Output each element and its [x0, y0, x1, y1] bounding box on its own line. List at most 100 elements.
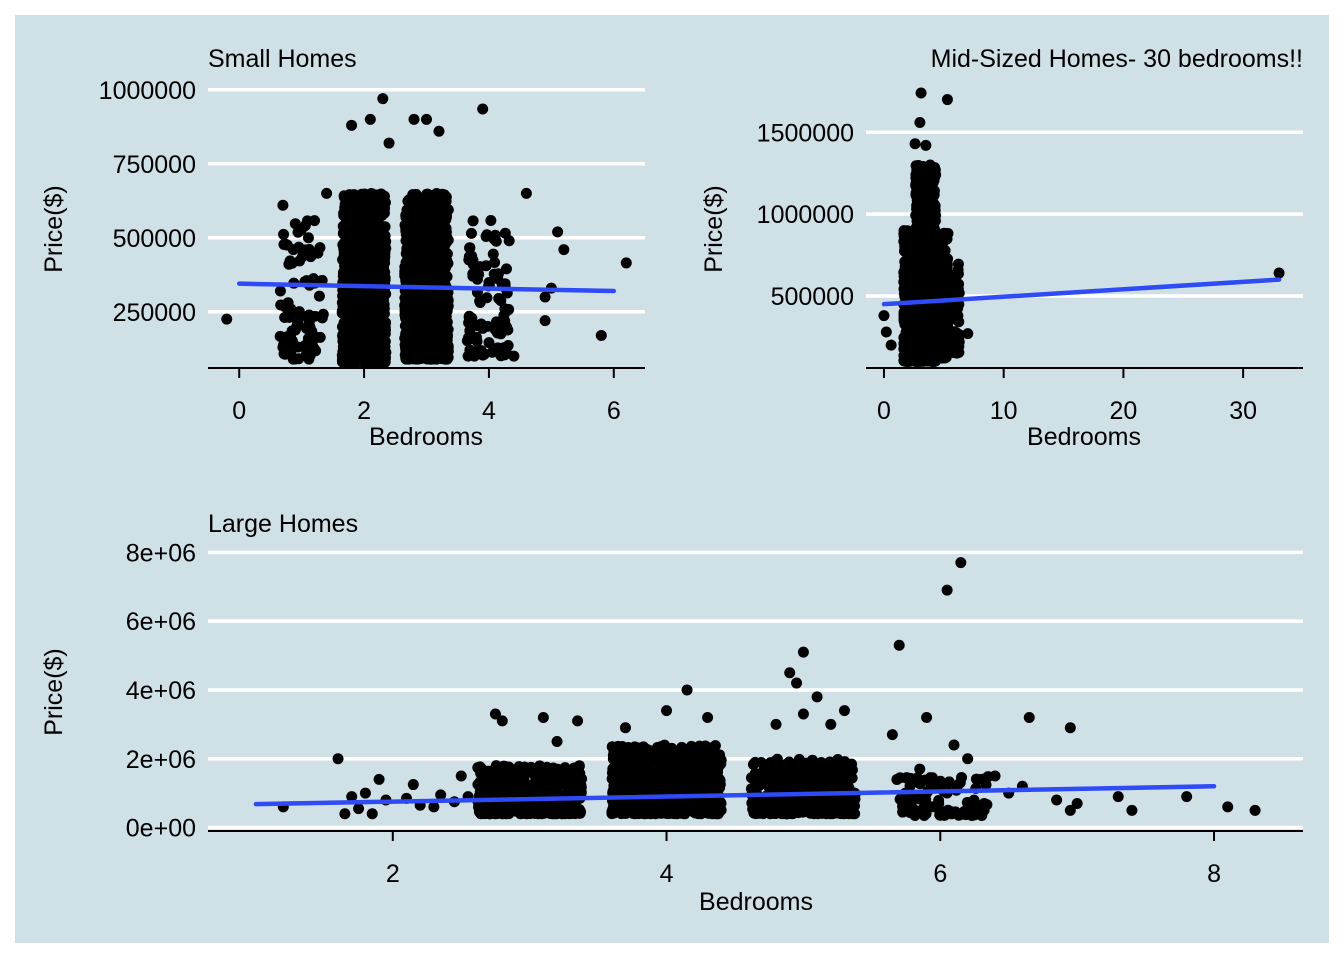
data-point [409, 114, 420, 125]
data-point [540, 291, 551, 302]
data-point [881, 326, 892, 337]
data-point [925, 160, 936, 171]
y-axis-label: Price($) [40, 185, 68, 273]
data-point [221, 314, 232, 325]
data-point [924, 253, 935, 264]
data-point [441, 354, 452, 365]
data-point [473, 801, 484, 812]
data-point [295, 311, 306, 322]
data-point [491, 236, 502, 247]
y-tick-label: 750000 [113, 151, 196, 179]
data-point [920, 140, 931, 151]
data-point [910, 138, 921, 149]
x-tick-label: 2 [357, 397, 371, 425]
data-point [552, 226, 563, 237]
data-point [358, 339, 369, 350]
data-point [493, 293, 504, 304]
data-point [340, 306, 351, 317]
data-point [518, 784, 529, 795]
data-point [347, 325, 358, 336]
data-point [953, 259, 964, 270]
y-tick-label: 6e+06 [126, 608, 196, 636]
data-point [466, 250, 477, 261]
y-tick-label: 1000000 [99, 77, 196, 105]
data-point [503, 304, 514, 315]
data-point [558, 244, 569, 255]
data-point [491, 808, 502, 819]
data-point [924, 304, 935, 315]
data-point [495, 350, 506, 361]
data-point [436, 307, 447, 318]
data-point [425, 352, 436, 363]
data-point [361, 212, 372, 223]
data-point [499, 324, 510, 335]
data-point [318, 309, 329, 320]
data-point [422, 336, 433, 347]
data-point [501, 263, 512, 274]
data-point [521, 188, 532, 199]
data-point [337, 254, 348, 265]
data-point [912, 242, 923, 253]
data-point [948, 274, 959, 285]
data-point [475, 780, 486, 791]
y-tick-label: 500000 [113, 225, 196, 253]
data-point [565, 774, 576, 785]
data-point [349, 298, 360, 309]
data-point [346, 261, 357, 272]
x-tick-label: 6 [607, 397, 621, 425]
data-point [321, 188, 332, 199]
data-point [559, 765, 570, 776]
data-point [500, 228, 511, 239]
data-point [403, 295, 414, 306]
data-point [464, 345, 475, 356]
data-point [275, 286, 286, 297]
data-point [575, 780, 586, 791]
data-point [481, 230, 492, 241]
data-point [935, 329, 946, 340]
y-tick-label: 4e+06 [126, 677, 196, 705]
data-point [913, 166, 924, 177]
y-tick-label: 500000 [771, 283, 854, 311]
data-point [278, 239, 289, 250]
data-point [314, 291, 325, 302]
data-point [878, 310, 889, 321]
y-tick-label: 250000 [113, 299, 196, 327]
data-point [911, 348, 922, 359]
data-point [365, 114, 376, 125]
x-axis-label: Bedrooms [699, 888, 813, 916]
data-point [464, 325, 475, 336]
data-point [429, 298, 440, 309]
data-point [368, 240, 379, 251]
data-point [423, 228, 434, 239]
data-point [437, 191, 448, 202]
data-point [477, 323, 488, 334]
data-point [299, 342, 310, 353]
data-point [415, 213, 426, 224]
data-point [361, 295, 372, 306]
data-point [278, 229, 289, 240]
data-point [297, 251, 308, 262]
data-point [886, 340, 897, 351]
data-point [546, 806, 557, 817]
data-point [275, 331, 286, 342]
data-point [596, 330, 607, 341]
data-point [375, 195, 386, 206]
data-point [429, 268, 440, 279]
data-point [441, 319, 452, 330]
data-point [279, 301, 290, 312]
data-point [472, 336, 483, 347]
data-point [370, 326, 381, 337]
data-point [354, 198, 365, 209]
data-point [485, 774, 496, 785]
data-point [466, 228, 477, 239]
data-point [289, 354, 300, 365]
data-point [348, 238, 359, 249]
data-point [554, 777, 565, 788]
data-point [384, 138, 395, 149]
data-point [544, 767, 555, 778]
y-tick-label: 1000000 [757, 201, 854, 229]
data-point [277, 342, 288, 353]
data-point [438, 203, 449, 214]
data-point [489, 257, 500, 268]
